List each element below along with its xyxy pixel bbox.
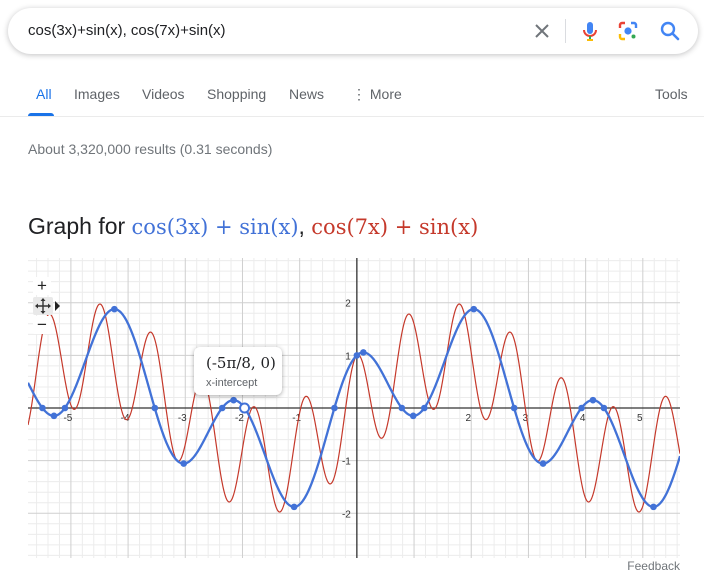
- key-point: [510, 404, 518, 412]
- key-point: [50, 412, 58, 420]
- tooltip-coordinates: (-5π/8, 0): [206, 354, 276, 372]
- mic-icon[interactable]: [578, 19, 602, 43]
- function-2-label: cos(7x) + sin(x): [311, 215, 479, 239]
- search-bar[interactable]: cos(3x)+sin(x), cos(7x)+sin(x): [8, 8, 698, 54]
- tab-all[interactable]: All: [36, 86, 52, 102]
- search-tabs: All Images Videos Shopping News ⋮ More T…: [0, 86, 704, 116]
- key-point: [331, 404, 338, 412]
- key-point: [578, 404, 585, 412]
- graph-title-separator: ,: [298, 213, 312, 239]
- key-point: [218, 404, 226, 412]
- curves: [28, 303, 680, 513]
- function-plot[interactable]: -5 -4 -3 -2 -1 2 3 4 521-1-2: [28, 258, 680, 558]
- series-1-curve: [28, 307, 680, 509]
- point-tooltip: (-5π/8, 0) x-intercept: [194, 347, 282, 395]
- key-point: [290, 503, 298, 511]
- x-tick-label: 2: [465, 413, 471, 424]
- tab-shopping[interactable]: Shopping: [207, 86, 267, 102]
- y-tick-label: -2: [342, 509, 351, 520]
- series-2-curve: [28, 303, 680, 513]
- graph-title: Graph for cos(3x) + sin(x), cos(7x) + si…: [28, 213, 478, 240]
- y-tick-label: -1: [342, 457, 351, 468]
- search-divider: [565, 19, 566, 43]
- key-point: [151, 404, 159, 412]
- tab-news[interactable]: News: [289, 86, 325, 102]
- x-tick-label: 4: [580, 413, 586, 424]
- key-point: [539, 460, 547, 467]
- key-point: [650, 503, 657, 511]
- key-point: [409, 412, 417, 420]
- key-point: [421, 404, 428, 412]
- y-tick-label: 1: [345, 351, 351, 362]
- key-point: [39, 404, 46, 412]
- result-stats: About 3,320,000 results (0.31 seconds): [28, 141, 273, 157]
- zoom-in-button[interactable]: +: [33, 277, 51, 295]
- feedback-link[interactable]: Feedback: [627, 559, 680, 573]
- y-tick-label: 2: [345, 299, 351, 310]
- x-tick-label: -1: [292, 413, 301, 424]
- key-point: [470, 305, 478, 313]
- x-tick-label: -3: [178, 413, 187, 424]
- tab-images[interactable]: Images: [74, 86, 120, 102]
- x-tick-label: -5: [63, 413, 72, 424]
- tab-videos[interactable]: Videos: [142, 86, 185, 102]
- key-point: [230, 396, 237, 404]
- tools-button[interactable]: Tools: [655, 86, 688, 102]
- key-point: [398, 404, 406, 412]
- key-point: [360, 349, 367, 356]
- key-point: [111, 305, 118, 313]
- function-1-label: cos(3x) + sin(x): [131, 215, 299, 239]
- key-point: [61, 404, 69, 412]
- active-tab-indicator: [28, 113, 54, 116]
- search-input[interactable]: cos(3x)+sin(x), cos(7x)+sin(x): [28, 22, 226, 39]
- tabs-divider: [0, 116, 704, 117]
- key-point: [600, 404, 608, 412]
- graph-title-prefix: Graph for: [28, 213, 132, 239]
- key-point: [180, 460, 188, 467]
- x-tick-label: 5: [637, 413, 643, 424]
- graph-area[interactable]: -5 -4 -3 -2 -1 2 3 4 5 2 1 -1 -2 + − (-5π/8, 0) x-in…: [28, 258, 680, 558]
- zoom-out-button[interactable]: −: [33, 316, 51, 334]
- search-icon[interactable]: [658, 19, 682, 43]
- highlighted-point: [239, 402, 251, 414]
- key-point: [353, 352, 361, 359]
- tab-more[interactable]: ⋮ More: [352, 86, 402, 102]
- key-point: [589, 396, 597, 404]
- lens-icon[interactable]: [616, 19, 640, 43]
- pan-icon[interactable]: [32, 296, 62, 316]
- axes: [28, 258, 680, 558]
- clear-icon[interactable]: [530, 19, 554, 43]
- x-tick-label: -2: [235, 413, 244, 424]
- tooltip-label: x-intercept: [206, 377, 258, 389]
- key-points: [39, 305, 657, 511]
- x-tick-label: 3: [523, 413, 529, 424]
